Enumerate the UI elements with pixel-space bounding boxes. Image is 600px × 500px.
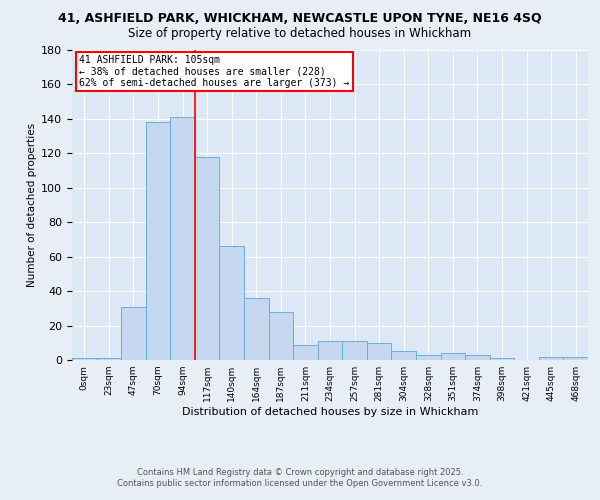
Bar bbox=[465, 355, 490, 360]
Y-axis label: Number of detached properties: Number of detached properties bbox=[27, 123, 37, 287]
Bar bbox=[391, 352, 416, 360]
Bar bbox=[244, 298, 269, 360]
Bar bbox=[195, 157, 220, 360]
Bar bbox=[563, 356, 588, 360]
Bar bbox=[416, 355, 440, 360]
Bar bbox=[539, 356, 563, 360]
Text: Contains HM Land Registry data © Crown copyright and database right 2025.
Contai: Contains HM Land Registry data © Crown c… bbox=[118, 468, 482, 487]
Bar bbox=[146, 122, 170, 360]
Bar bbox=[342, 341, 367, 360]
Bar bbox=[269, 312, 293, 360]
Text: Size of property relative to detached houses in Whickham: Size of property relative to detached ho… bbox=[128, 28, 472, 40]
Text: 41, ASHFIELD PARK, WHICKHAM, NEWCASTLE UPON TYNE, NE16 4SQ: 41, ASHFIELD PARK, WHICKHAM, NEWCASTLE U… bbox=[58, 12, 542, 26]
Bar bbox=[490, 358, 514, 360]
Bar bbox=[367, 343, 391, 360]
Text: 41 ASHFIELD PARK: 105sqm
← 38% of detached houses are smaller (228)
62% of semi-: 41 ASHFIELD PARK: 105sqm ← 38% of detach… bbox=[79, 55, 350, 88]
Bar bbox=[293, 344, 318, 360]
Bar bbox=[220, 246, 244, 360]
Bar bbox=[72, 358, 97, 360]
Bar bbox=[97, 358, 121, 360]
Bar bbox=[170, 117, 195, 360]
Bar bbox=[121, 306, 146, 360]
Bar bbox=[440, 353, 465, 360]
Bar bbox=[318, 341, 342, 360]
X-axis label: Distribution of detached houses by size in Whickham: Distribution of detached houses by size … bbox=[182, 407, 478, 417]
